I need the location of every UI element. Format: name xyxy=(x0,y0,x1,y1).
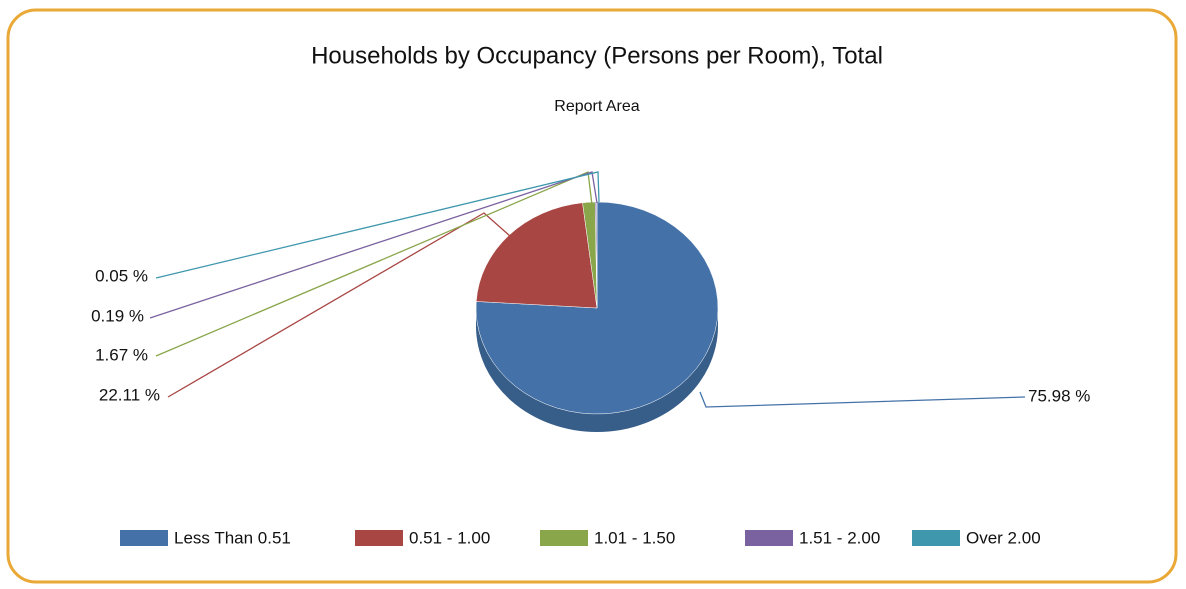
legend-label: Less Than 0.51 xyxy=(174,528,291,547)
legend-swatch xyxy=(745,530,793,546)
legend-swatch xyxy=(120,530,168,546)
legend-swatch xyxy=(355,530,403,546)
data-label: 22.11 % xyxy=(99,385,160,404)
leader-line xyxy=(155,171,593,357)
pie-side xyxy=(476,308,718,432)
chart-title: Households by Occupancy (Persons per Roo… xyxy=(311,42,883,69)
legend-swatch xyxy=(912,530,960,546)
legend-label: 1.51 - 2.00 xyxy=(799,528,880,547)
leader-line xyxy=(167,212,511,398)
leader-line xyxy=(699,391,1026,408)
data-label: 0.19 % xyxy=(91,306,144,325)
legend-label: 0.51 - 1.00 xyxy=(409,528,490,547)
pie-side-shade xyxy=(476,308,718,432)
leader-line xyxy=(149,171,598,319)
data-label: 1.67 % xyxy=(95,345,148,364)
legend-swatch xyxy=(540,530,588,546)
data-label: 75.98 % xyxy=(1028,386,1090,405)
data-label: 0.05 % xyxy=(95,266,148,285)
legend-label: Over 2.00 xyxy=(966,528,1041,547)
legend-label: 1.01 - 1.50 xyxy=(594,528,675,547)
chart-subtitle: Report Area xyxy=(554,98,639,115)
leader-line xyxy=(155,171,600,279)
